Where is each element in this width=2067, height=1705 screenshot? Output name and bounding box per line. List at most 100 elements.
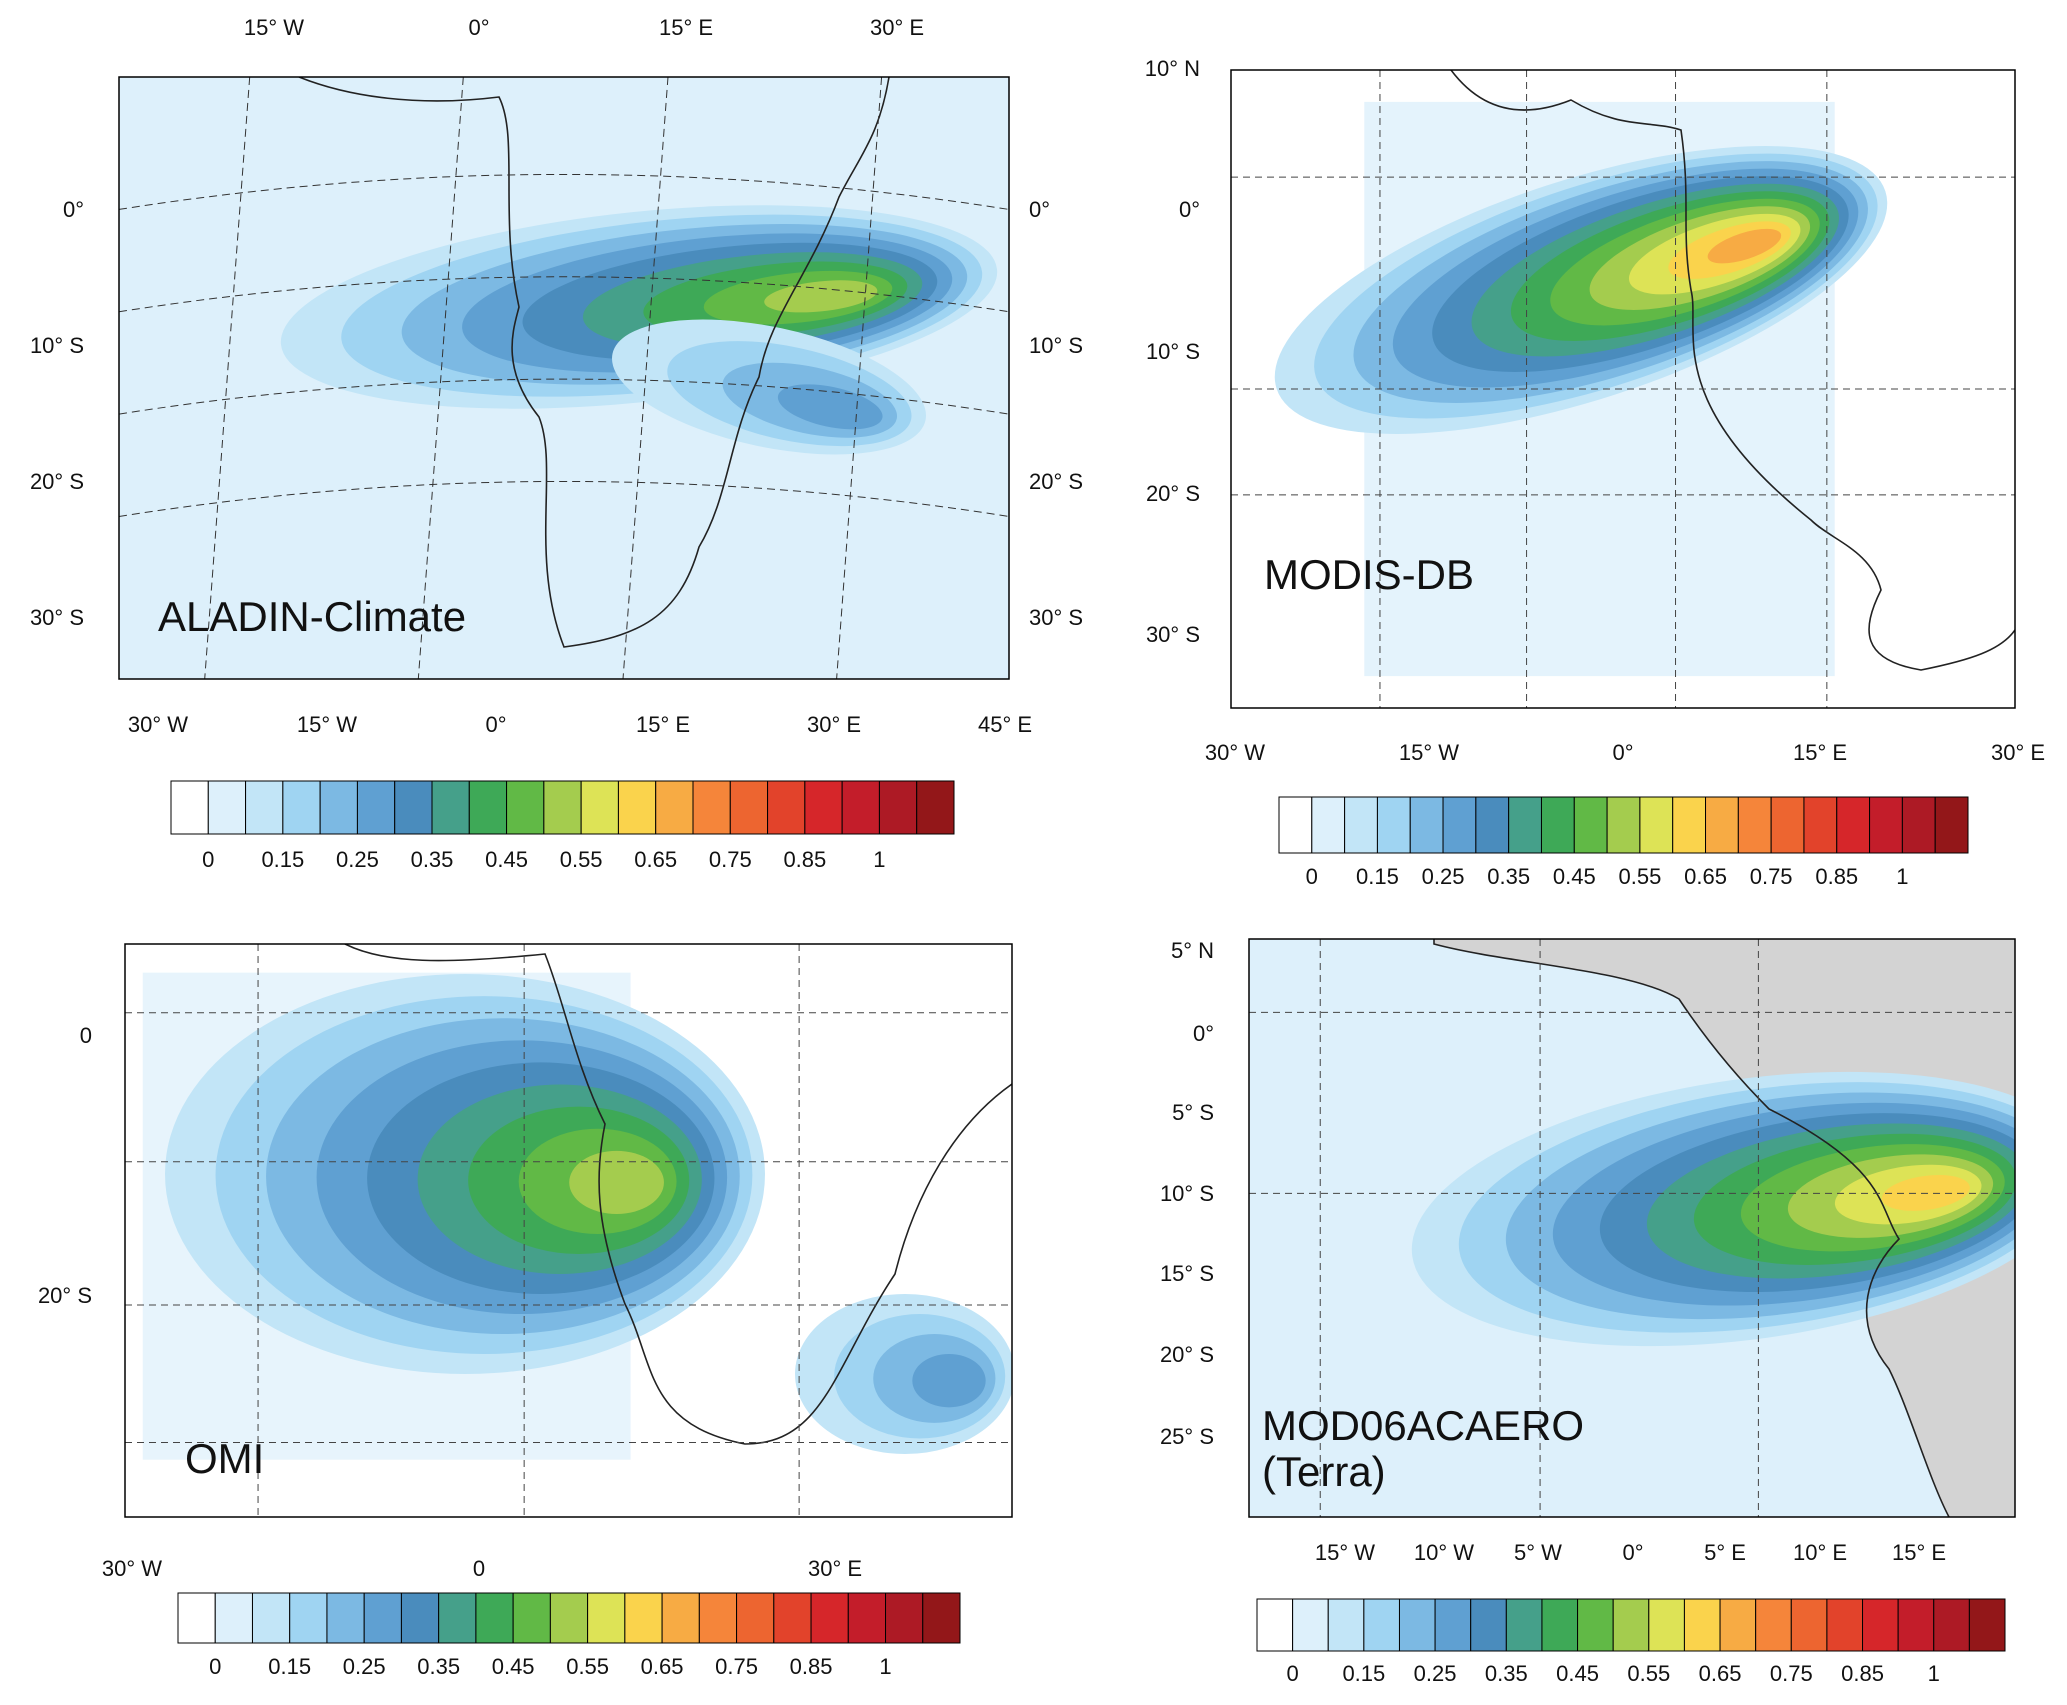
panel-label: (Terra) [1262,1448,1386,1495]
colorbar-label: 1 [1896,864,1908,889]
colorbar-label: 0.35 [1487,864,1530,889]
colorbar-box [885,1592,924,1644]
map-frame [124,943,1013,1518]
colorbar-label: 0.85 [790,1654,833,1679]
bottom-lon-label: 15° E [636,712,690,737]
colorbar-label: 0.45 [485,847,528,872]
colorbar-label: 0.15 [1342,1661,1385,1686]
colorbar-box [1705,796,1739,854]
left-lat-label: 5° N [1171,938,1214,963]
map-frame [1248,938,2016,1518]
colorbar-box [1683,1598,1721,1652]
colorbar-box [468,780,508,835]
bottom-lon-label: 0° [485,712,506,737]
panel-label: ALADIN-Climate [158,593,466,640]
colorbar-label: 1 [873,847,885,872]
map-panel [1230,69,2016,709]
coastline [1450,70,2015,671]
bottom-lon-label: 15° E [1793,740,1847,765]
colorbar-box [1612,1598,1650,1652]
left-lat-label: 20° S [1146,481,1200,506]
colorbar-label: 0.25 [336,847,379,872]
bottom-lon-label: 30° W [1205,740,1265,765]
colorbar-box [1256,1598,1294,1652]
colorbar-label: 0 [1306,864,1318,889]
colorbar-box [356,780,396,835]
colorbar-box [543,780,582,835]
colorbar-label: 0.85 [1815,864,1858,889]
map-frame [118,76,1010,680]
colorbar-box [1311,796,1346,854]
colorbar-label: 0.65 [1699,1661,1742,1686]
left-lat-label: 30° S [30,605,84,630]
left-lat-label: 0° [1193,1021,1214,1046]
colorbar-box [736,1592,775,1644]
colorbar-label: 0.45 [492,1654,535,1679]
colorbar-box [922,1592,961,1644]
left-lat-label: 25° S [1160,1424,1214,1449]
colorbar-box [1803,796,1838,854]
colorbar-box [319,780,358,835]
top-lon-label: 0° [468,15,489,40]
colorbar-box [1434,1598,1472,1652]
colorbar-label: 0.55 [1627,1661,1670,1686]
colorbar-box [400,1592,440,1644]
parallel [119,173,1009,210]
colorbar-box [655,780,694,835]
top-lon-label: 30° E [870,15,924,40]
map-field [1231,70,2015,708]
colorbar-box [1790,1598,1828,1652]
colorbar-box [431,780,470,835]
left-lat-label: 10° S [1146,339,1200,364]
colorbar-box [847,1592,887,1644]
map-field [119,77,1009,679]
colorbar-box [1577,1598,1614,1652]
colorbar-label: 0.65 [634,847,677,872]
colorbar-label: 0.65 [1684,864,1727,889]
map-panel [124,943,1013,1518]
bottom-lon-label: 30° E [807,712,861,737]
colorbar-label: 0.45 [1553,864,1596,889]
top-lon-label: 15° W [244,15,304,40]
panel-label: MOD06ACAERO [1262,1402,1584,1449]
colorbar-box [549,1592,589,1644]
bottom-lon-label: 15° W [297,712,357,737]
colorbar-box [1826,1598,1864,1652]
colorbar-box [1409,796,1444,854]
colorbar-box [1933,1598,1970,1652]
colorbar-box [207,780,247,835]
map-panel [118,76,1010,680]
colorbar-box [810,1592,849,1644]
colorbar-box [214,1592,253,1644]
colorbar-box [1573,796,1608,854]
colorbar-box [841,780,880,835]
colorbar-box [1606,796,1641,854]
colorbar-box [506,780,545,835]
map-field [125,944,1012,1517]
left-lat-label: 15° S [1160,1261,1214,1286]
colorbar-box [1639,796,1674,854]
left-lat-label: 30° S [1146,622,1200,647]
colorbar-label: 0.25 [1422,864,1465,889]
bottom-lon-label: 0° [1612,740,1633,765]
bottom-lon-label: 0 [473,1556,485,1581]
bottom-lon-label: 15° E [1892,1540,1946,1565]
meridian [417,77,464,679]
colorbar-box [1278,796,1313,854]
colorbar-label: 0.55 [566,1654,609,1679]
colorbar-box [1376,796,1411,854]
map-field [1249,939,2015,1517]
colorbar-box [363,1592,402,1644]
colorbar-box [1869,796,1903,854]
colorbar-box [1398,1598,1436,1652]
colorbar-box [1475,796,1510,854]
colorbar-box [1737,796,1772,854]
colorbar-label: 0.75 [715,1654,758,1679]
colorbar-box [580,780,619,835]
colorbar-box [1470,1598,1507,1652]
parallel [119,480,1009,517]
colorbar-box [661,1592,700,1644]
colorbar-box [1934,796,1969,854]
colorbar-label: 0.45 [1556,1661,1599,1686]
right-lat-label: 10° S [1029,333,1083,358]
